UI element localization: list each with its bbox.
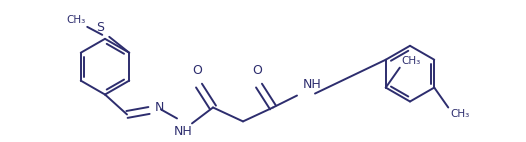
- Text: CH₃: CH₃: [402, 56, 421, 66]
- Text: O: O: [252, 64, 262, 77]
- Text: NH: NH: [174, 125, 193, 138]
- Text: CH₃: CH₃: [450, 109, 470, 119]
- Text: O: O: [192, 64, 202, 77]
- Text: S: S: [96, 21, 104, 34]
- Text: N: N: [155, 101, 164, 114]
- Text: NH: NH: [303, 78, 322, 91]
- Text: CH₃: CH₃: [66, 15, 85, 25]
